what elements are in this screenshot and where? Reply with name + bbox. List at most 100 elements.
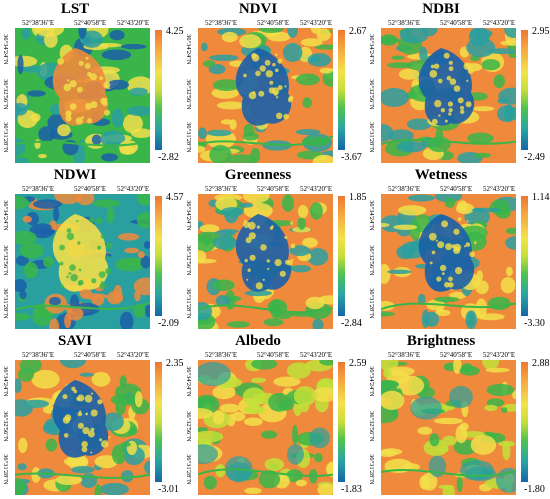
lon-label: 52°38'36"E [205, 19, 238, 27]
lon-label: 52°43'20"E [483, 351, 516, 359]
panel-title: NDBI [422, 1, 460, 17]
color-bar-max: 4.25 [166, 26, 184, 37]
color-bar-max: 2.95 [532, 26, 550, 37]
lon-label: 52°38'36"E [22, 185, 55, 193]
raster-map [381, 28, 516, 163]
raster-map [15, 28, 150, 163]
lon-label: 52°38'36"E [22, 351, 55, 359]
lon-label: 52°40'58"E [440, 19, 473, 27]
color-bar-min: -3.01 [158, 484, 179, 495]
lat-label: 36°32'56"N [2, 79, 9, 110]
panel-title: NDVI [238, 1, 278, 17]
map-panel-greenness: Greenness 52°38'36"E 52°40'58"E 52°43'20… [183, 166, 367, 332]
color-bar-min: -3.30 [524, 318, 545, 329]
color-bar [521, 30, 528, 150]
raster-map [381, 194, 516, 329]
color-bar [521, 196, 528, 316]
lat-label: 36°34'24"N [368, 200, 375, 231]
color-bar-min: -3.67 [341, 152, 362, 163]
lat-label: 36°32'56"N [2, 245, 9, 276]
lat-label: 36°32'56"N [2, 411, 9, 442]
lon-label: 52°43'20"E [300, 185, 333, 193]
map-panel-ndwi: NDWI 52°38'36"E 52°40'58"E 52°43'20"E 36… [0, 166, 184, 332]
color-bar-max: 2.35 [166, 358, 184, 369]
color-bar [521, 362, 528, 482]
lat-label: 36°31'28"N [185, 288, 192, 319]
map-panel-ndvi: NDVI 52°38'36"E 52°40'58"E 52°43'20"E 36… [183, 0, 367, 166]
panel-title: Brightness [406, 333, 476, 349]
lon-label: 52°38'36"E [388, 185, 421, 193]
panel-title: Greenness [224, 167, 292, 183]
panel-title: NDWI [53, 167, 97, 183]
panel-title: Wetness [414, 167, 468, 183]
map-panel-brightness: Brightness 52°38'36"E 52°40'58"E 52°43'2… [366, 332, 550, 498]
lat-label: 36°31'28"N [368, 454, 375, 485]
raster-map [198, 360, 333, 495]
lon-label: 52°40'58"E [74, 351, 107, 359]
color-bar-min: -2.84 [341, 318, 362, 329]
raster-map [381, 360, 516, 495]
color-bar [155, 196, 162, 316]
lat-label: 36°32'56"N [185, 79, 192, 110]
lat-label: 36°32'56"N [368, 79, 375, 110]
panel-title: SAVI [58, 333, 92, 349]
lat-label: 36°31'28"N [2, 122, 9, 153]
lat-label: 36°31'28"N [368, 122, 375, 153]
map-panel-albedo: Albedo 52°38'36"E 52°40'58"E 52°43'20"E … [183, 332, 367, 498]
lat-label: 36°34'24"N [185, 200, 192, 231]
lon-label: 52°40'58"E [440, 185, 473, 193]
lon-label: 52°38'36"E [388, 19, 421, 27]
lon-label: 52°43'20"E [117, 185, 150, 193]
map-panel-ndbi: NDBI 52°38'36"E 52°40'58"E 52°43'20"E 36… [366, 0, 550, 166]
color-bar [155, 362, 162, 482]
lon-label: 52°43'20"E [483, 185, 516, 193]
color-bar-min: -1.80 [524, 484, 545, 495]
lat-label: 36°34'24"N [368, 366, 375, 397]
lon-label: 52°40'58"E [257, 19, 290, 27]
color-bar [338, 30, 345, 150]
lon-label: 52°43'20"E [117, 19, 150, 27]
lat-label: 36°34'24"N [2, 366, 9, 397]
color-bar-min: -1.83 [341, 484, 362, 495]
color-bar-max: 2.59 [349, 358, 367, 369]
panel-title: Albedo [235, 333, 281, 349]
lat-label: 36°32'56"N [185, 245, 192, 276]
color-bar-min: -2.09 [158, 318, 179, 329]
lon-label: 52°40'58"E [74, 19, 107, 27]
raster-map [198, 194, 333, 329]
color-bar [338, 196, 345, 316]
color-bar-max: 2.67 [349, 26, 367, 37]
lat-label: 36°31'28"N [185, 122, 192, 153]
lon-label: 52°40'58"E [257, 185, 290, 193]
lat-label: 36°34'24"N [2, 34, 9, 65]
lat-label: 36°32'56"N [368, 245, 375, 276]
lat-label: 36°31'28"N [185, 454, 192, 485]
lat-label: 36°31'28"N [368, 288, 375, 319]
lat-label: 36°34'24"N [185, 366, 192, 397]
lat-label: 36°31'28"N [2, 288, 9, 319]
color-bar-min: -2.82 [158, 152, 179, 163]
lon-label: 52°38'36"E [22, 19, 55, 27]
panel-title: LST [60, 1, 90, 17]
raster-map [198, 28, 333, 163]
color-bar-max: 2.88 [532, 358, 550, 369]
color-bar-max: 1.14 [532, 192, 550, 203]
lat-label: 36°31'28"N [2, 454, 9, 485]
color-bar [155, 30, 162, 150]
lat-label: 36°32'56"N [368, 411, 375, 442]
lon-label: 52°38'36"E [388, 351, 421, 359]
lat-label: 36°32'56"N [185, 411, 192, 442]
map-panel-wetness: Wetness 52°38'36"E 52°40'58"E 52°43'20"E… [366, 166, 550, 332]
lon-label: 52°43'20"E [300, 351, 333, 359]
lon-label: 52°40'58"E [440, 351, 473, 359]
lon-label: 52°40'58"E [257, 351, 290, 359]
color-bar-min: -2.49 [524, 152, 545, 163]
lon-label: 52°38'36"E [205, 351, 238, 359]
raster-map [15, 194, 150, 329]
raster-map [15, 360, 150, 495]
lat-label: 36°34'24"N [2, 200, 9, 231]
map-panel-savi: SAVI 52°38'36"E 52°40'58"E 52°43'20"E 36… [0, 332, 184, 498]
color-bar-max: 4.57 [166, 192, 184, 203]
lon-label: 52°38'36"E [205, 185, 238, 193]
